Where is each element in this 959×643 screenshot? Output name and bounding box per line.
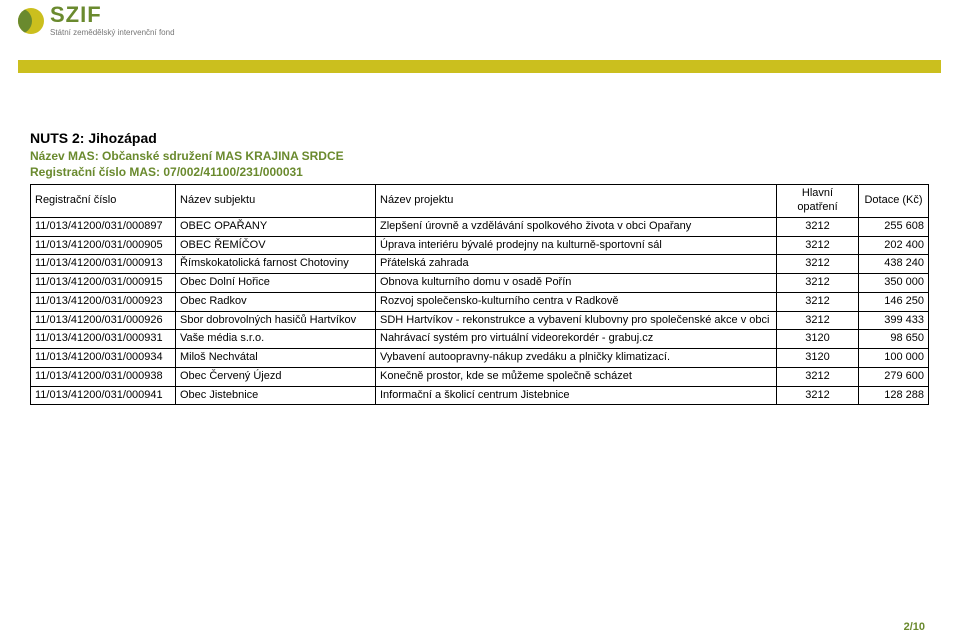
brand-logo-icon [18,8,44,34]
meta-value-1: Občanské sdružení MAS KRAJINA SRDCE [102,149,344,163]
table-cell: 11/013/41200/031/000905 [31,236,176,255]
table-row: 11/013/41200/031/000923Obec RadkovRozvoj… [31,292,929,311]
table-cell: Rozvoj společensko-kulturního centra v R… [376,292,777,311]
table-row: 11/013/41200/031/000913Římskokatolická f… [31,255,929,274]
table-cell: Obec Jistebnice [176,386,376,405]
brand-text-block: SZIF Státní zemědělský intervenční fond [50,4,175,37]
table-cell: Obnova kulturního domu v osadě Pořín [376,274,777,293]
table-cell: Vybavení autoopravny-nákup zvedáku a pln… [376,349,777,368]
page-header: SZIF Státní zemědělský intervenční fond [0,0,959,37]
meta-label-2: Registrační číslo MAS: [30,165,160,179]
table-cell: 11/013/41200/031/000941 [31,386,176,405]
table-row: 11/013/41200/031/000926Sbor dobrovolných… [31,311,929,330]
table-cell: 3212 [777,274,859,293]
table-cell: Miloš Nechvátal [176,349,376,368]
table-cell: 3212 [777,236,859,255]
table-cell: 3120 [777,330,859,349]
brand-logo: SZIF Státní zemědělský intervenční fond [18,4,959,37]
table-cell: 11/013/41200/031/000934 [31,349,176,368]
table-cell: 11/013/41200/031/000897 [31,217,176,236]
table-cell: Obec Červený Újezd [176,367,376,386]
table-cell: Nahrávací systém pro virtuální videoreko… [376,330,777,349]
table-cell: Obec Radkov [176,292,376,311]
table-cell: 11/013/41200/031/000938 [31,367,176,386]
table-cell: 202 400 [859,236,929,255]
table-cell: 3120 [777,349,859,368]
col-header-dot: Dotace (Kč) [859,185,929,218]
table-cell: Úprava interiéru bývalé prodejny na kult… [376,236,777,255]
meta-value-2: 07/002/41100/231/000031 [163,165,302,179]
table-row: 11/013/41200/031/000897OBEC OPAŘANYZlepš… [31,217,929,236]
table-cell: 255 608 [859,217,929,236]
page-title: NUTS 2: Jihozápad [30,130,929,146]
meta-label-1: Název MAS: [30,149,99,163]
table-row: 11/013/41200/031/000905OBEC ŘEMÍČOVÚprav… [31,236,929,255]
table-cell: 11/013/41200/031/000915 [31,274,176,293]
table-cell: 399 433 [859,311,929,330]
table-cell: Sbor dobrovolných hasičů Hartvíkov [176,311,376,330]
page-number: 2/10 [904,621,925,633]
table-head: Registrační číslo Název subjektu Název p… [31,185,929,218]
table-cell: OBEC ŘEMÍČOV [176,236,376,255]
table-cell: Konečně prostor, kde se můžeme společně … [376,367,777,386]
meta-line-2: Registrační číslo MAS: 07/002/41100/231/… [30,164,929,180]
header-separator-bar [18,60,941,73]
table-row: 11/013/41200/031/000941Obec JistebniceIn… [31,386,929,405]
table-cell: 3212 [777,217,859,236]
table-cell: Zlepšení úrovně a vzdělávání spolkového … [376,217,777,236]
page-content: NUTS 2: Jihozápad Název MAS: Občanské sd… [30,130,929,405]
data-table: Registrační číslo Název subjektu Název p… [30,184,929,405]
table-cell: 3212 [777,292,859,311]
table-cell: 3212 [777,386,859,405]
table-cell: 350 000 [859,274,929,293]
table-cell: 98 650 [859,330,929,349]
col-header-op: Hlavní opatření [777,185,859,218]
table-cell: SDH Hartvíkov - rekonstrukce a vybavení … [376,311,777,330]
table-cell: 11/013/41200/031/000931 [31,330,176,349]
table-row: 11/013/41200/031/000931Vaše média s.r.o.… [31,330,929,349]
col-header-reg: Registrační číslo [31,185,176,218]
table-row: 11/013/41200/031/000938Obec Červený Újez… [31,367,929,386]
table-cell: 279 600 [859,367,929,386]
table-cell: Vaše média s.r.o. [176,330,376,349]
brand-subtitle: Státní zemědělský intervenční fond [50,28,175,37]
table-row: 11/013/41200/031/000934Miloš NechvátalVy… [31,349,929,368]
meta-line-1: Název MAS: Občanské sdružení MAS KRAJINA… [30,148,929,164]
table-cell: 3212 [777,367,859,386]
table-header-row: Registrační číslo Název subjektu Název p… [31,185,929,218]
table-cell: 128 288 [859,386,929,405]
table-cell: 3212 [777,311,859,330]
table-cell: Obec Dolní Hořice [176,274,376,293]
table-cell: 146 250 [859,292,929,311]
table-cell: 100 000 [859,349,929,368]
table-row: 11/013/41200/031/000915Obec Dolní Hořice… [31,274,929,293]
table-cell: 11/013/41200/031/000923 [31,292,176,311]
table-cell: 11/013/41200/031/000913 [31,255,176,274]
col-header-proj: Název projektu [376,185,777,218]
col-header-subj: Název subjektu [176,185,376,218]
table-cell: Přátelská zahrada [376,255,777,274]
table-cell: OBEC OPAŘANY [176,217,376,236]
table-cell: 3212 [777,255,859,274]
table-cell: Římskokatolická farnost Chotoviny [176,255,376,274]
table-cell: 11/013/41200/031/000926 [31,311,176,330]
brand-name: SZIF [50,4,175,26]
table-cell: 438 240 [859,255,929,274]
table-body: 11/013/41200/031/000897OBEC OPAŘANYZlepš… [31,217,929,405]
table-cell: Informační a školicí centrum Jistebnice [376,386,777,405]
